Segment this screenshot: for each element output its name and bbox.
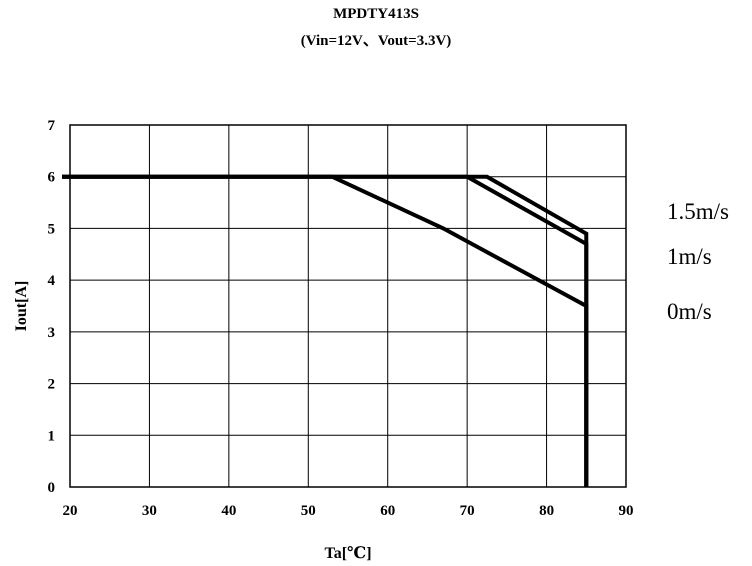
y-axis-ticks: 0 1 2 3 4 5 6 7 <box>48 118 56 496</box>
series-line-0m-s <box>62 174 589 487</box>
y-tick-label: 3 <box>48 325 56 341</box>
x-tick-label: 20 <box>63 503 78 519</box>
x-axis-ticks: 20 30 40 50 60 70 80 90 <box>63 503 634 519</box>
y-tick-label: 7 <box>48 118 56 134</box>
x-tick-label: 90 <box>619 503 634 519</box>
plot-area <box>69 124 627 488</box>
x-tick-label: 60 <box>380 503 395 519</box>
x-tick-label: 50 <box>301 503 316 519</box>
x-axis-label: Ta[℃] <box>324 545 371 562</box>
x-tick-label: 80 <box>539 503 554 519</box>
y-tick-label: 4 <box>48 273 56 289</box>
y-axis-label: Iout[A] <box>13 281 30 332</box>
series-lines <box>62 174 589 487</box>
chart-title: MPDTY413S <box>333 6 419 22</box>
y-tick-label: 2 <box>48 377 56 393</box>
chart-subtitle: (Vin=12V、Vout=3.3V) <box>300 33 452 49</box>
x-tick-label: 70 <box>460 503 475 519</box>
y-tick-label: 6 <box>48 170 56 186</box>
legend-entry-1-5m-s: 1.5m/s <box>667 199 729 224</box>
x-tick-label: 30 <box>142 503 157 519</box>
y-tick-label: 0 <box>48 480 56 496</box>
x-tick-label: 40 <box>221 503 236 519</box>
legend-entry-1m-s: 1m/s <box>667 244 712 269</box>
y-tick-label: 1 <box>48 428 56 444</box>
y-tick-label: 5 <box>48 221 56 237</box>
legend-entry-0m-s: 0m/s <box>667 299 712 324</box>
legend: 1.5m/s 1m/s 0m/s <box>667 199 729 324</box>
